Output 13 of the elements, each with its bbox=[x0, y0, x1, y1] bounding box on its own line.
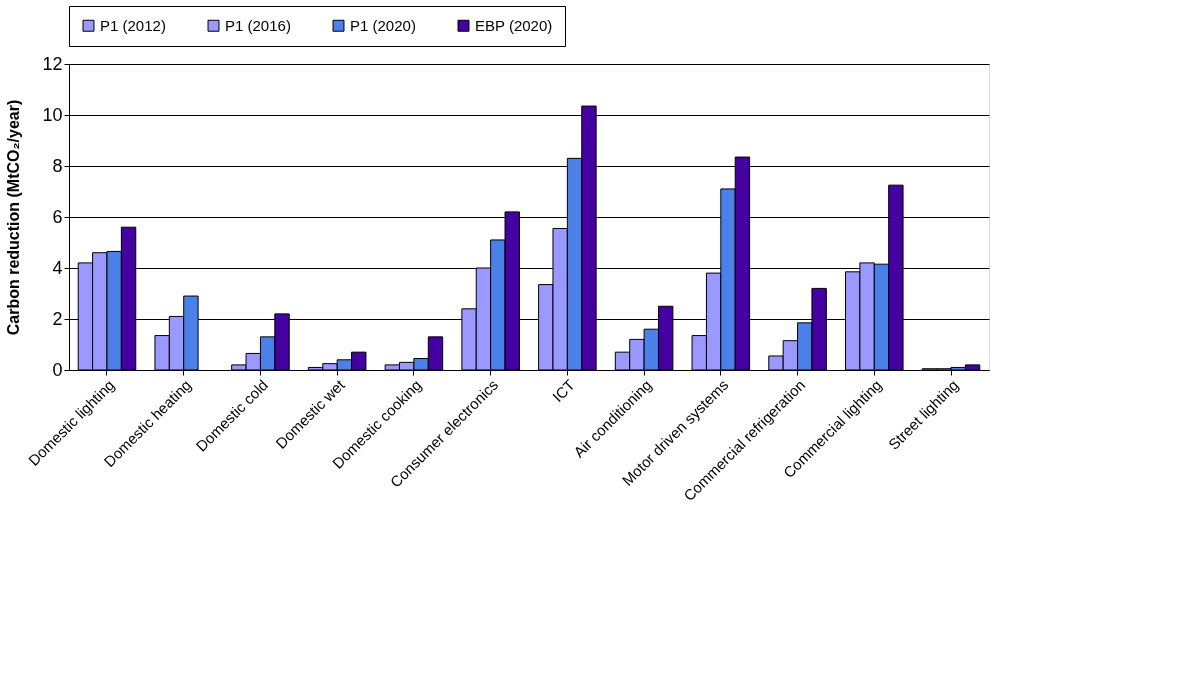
legend-label: P1 (2012) bbox=[100, 16, 166, 34]
y-tick-label: 0 bbox=[52, 359, 63, 380]
y-tick-label: 12 bbox=[42, 53, 63, 74]
y-tick-label: 2 bbox=[52, 308, 63, 329]
y-tick-label: 6 bbox=[52, 206, 63, 227]
legend-label: EBP (2020) bbox=[475, 16, 553, 34]
y-tick-label: 10 bbox=[42, 104, 63, 125]
y-axis-title: Carbon reduction (MtCO₂/year) bbox=[5, 99, 23, 336]
y-tick-label: 4 bbox=[52, 257, 63, 278]
legend-label: P1 (2016) bbox=[225, 16, 291, 34]
y-tick-label: 8 bbox=[52, 155, 63, 176]
legend-label: P1 (2020) bbox=[350, 16, 416, 34]
x-tick-label: ICT bbox=[548, 376, 578, 406]
